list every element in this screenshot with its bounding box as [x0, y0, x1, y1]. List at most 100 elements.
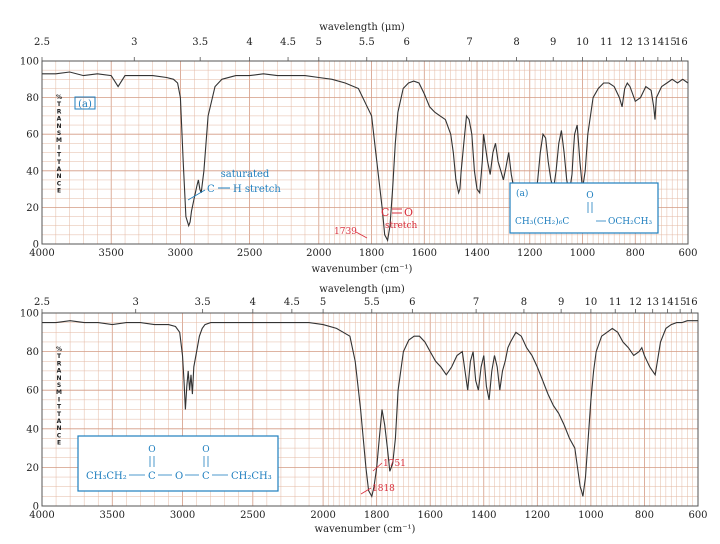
y-letter-1-b: T [57, 353, 62, 360]
top-tick-10-b: 10 [585, 297, 598, 308]
structure-a-right: OCH₂CH₃ [608, 217, 652, 227]
structure-a-left: CH₃(CH₂)₆C [515, 216, 569, 227]
top-tick-4-b: 4 [250, 297, 256, 308]
top-tick-2.5-b: 2.5 [34, 297, 50, 308]
x-tick-600-a: 600 [678, 248, 697, 259]
peak-label-1739: 1739 [334, 227, 357, 237]
peak-1739-pointer [355, 231, 368, 239]
y-letter-11-b: N [56, 425, 61, 432]
ch-stretch-c: C [207, 184, 215, 195]
top-tick-3.5-a: 3.5 [192, 37, 208, 48]
top-tick-5.5-a: 5.5 [359, 37, 375, 48]
y-letter-2-a: R [57, 108, 62, 115]
peak-label-1751: 1751 [383, 459, 406, 469]
x-tick-2500-b: 2500 [240, 510, 265, 521]
top-tick-13-a: 13 [637, 37, 650, 48]
y-letter-4-b: N [56, 375, 61, 382]
y-letter-5-b: S [57, 382, 61, 389]
x-tick-3500-a: 3500 [98, 248, 123, 259]
x-tick-4000-b: 4000 [29, 510, 54, 521]
y-tick-80-a: 80 [26, 93, 39, 104]
structure-b-c1: C [148, 471, 156, 482]
x-tick-1400-a: 1400 [464, 248, 489, 259]
top-tick-5.5-b: 5.5 [364, 297, 380, 308]
top-tick-16-a: 16 [675, 37, 688, 48]
y-letter-0-b: % [56, 346, 62, 353]
structure-b-oxygen-2: O [202, 445, 209, 455]
plot-frame-b [41, 312, 699, 507]
spectrum-trace-b [42, 320, 698, 498]
y-letter-5-a: S [57, 130, 61, 137]
peak-label-1818: 1818 [372, 484, 395, 494]
spectrum-panel-b: wavelength (μm) 2.5 3 3.5 4 4.5 5 5.5 6 7 8 9 10 11 1… [20, 284, 708, 535]
y-tick-0-a: 0 [33, 240, 39, 251]
structure-a-oxygen: O [586, 191, 593, 201]
ch-stretch-rest: H stretch [233, 184, 281, 195]
y-letter-4-a: N [56, 123, 61, 130]
structure-b-o-mid: O [175, 471, 183, 482]
x-tick-4000-a: 4000 [29, 248, 54, 259]
top-tick-14-b: 14 [661, 297, 674, 308]
y-tick-0-b: 0 [33, 502, 39, 513]
y-letter-8-a: T [57, 152, 62, 159]
x-tick-1000-a: 1000 [570, 248, 595, 259]
top-tick-8-a: 8 [513, 37, 519, 48]
panel-label-box-a [74, 96, 96, 110]
x-tick-3000-a: 3000 [168, 248, 193, 259]
x-tick-3000-b: 3000 [170, 510, 195, 521]
top-tick-9-a: 9 [550, 37, 556, 48]
y-letter-10-b: A [57, 418, 62, 425]
y-letter-0-a: % [56, 94, 62, 101]
structure-box-b [77, 435, 279, 492]
co-label-o: O [404, 206, 413, 219]
top-tick-9-b: 9 [558, 297, 564, 308]
y-letter-8-b: T [57, 404, 62, 411]
top-tick-6-a: 6 [404, 37, 410, 48]
x-tick-3500-b: 3500 [100, 510, 125, 521]
top-tick-3-b: 3 [133, 297, 139, 308]
structure-label-a: (a) [516, 188, 528, 199]
structure-b-left: CH₃CH₂ [86, 471, 127, 482]
x-tick-2500-a: 2500 [237, 248, 262, 259]
y-ticks-a: 0 20 40 60 80 100 [20, 57, 39, 251]
top-tick-15-a: 15 [664, 37, 677, 48]
top-axis-label-a: wavelength (μm) [319, 22, 405, 33]
ch-pointer [187, 189, 206, 201]
x-tick-2000-a: 2000 [306, 248, 331, 259]
top-tick-4.5-b: 4.5 [284, 297, 300, 308]
saturated-label: saturated [221, 169, 270, 180]
y-tick-60-a: 60 [26, 130, 39, 141]
y-letter-9-b: T [57, 411, 62, 418]
x-tick-1400-b: 1400 [471, 510, 496, 521]
spectrum-panel-a: wavelength (μm) 2.5 3 3.5 4 4.5 5 5.5 6 7 8 9 10 11 1… [20, 22, 698, 275]
x-tick-1200-a: 1200 [517, 248, 542, 259]
y-tick-40-b: 40 [26, 424, 39, 435]
y-letter-11-a: N [56, 173, 61, 180]
y-ticks-b: 0 20 40 60 80 100 [20, 309, 39, 513]
panel-label-a: (a) [78, 99, 92, 110]
y-letter-9-a: T [57, 159, 62, 166]
y-letter-7-a: I [58, 144, 60, 151]
y-tick-40-a: 40 [26, 166, 39, 177]
top-axis-label-b: wavelength (μm) [319, 284, 405, 295]
y-tick-100-a: 100 [20, 57, 39, 68]
top-tick-4-a: 4 [246, 37, 252, 48]
structure-box-a [509, 182, 659, 234]
y-letter-7-b: I [58, 396, 60, 403]
y-letter-1-a: T [57, 101, 62, 108]
x-tick-1600-a: 1600 [412, 248, 437, 259]
bottom-ticks-b: 4000 3500 3000 2500 2000 1800 1600 1400 1200 1000… [29, 510, 707, 521]
top-tick-8-b: 8 [521, 297, 527, 308]
top-tick-7-b: 7 [473, 297, 479, 308]
y-letter-3-a: A [57, 116, 62, 123]
top-tick-14-a: 14 [651, 37, 664, 48]
top-tick-2.5-a: 2.5 [34, 37, 50, 48]
structure-b-c2: C [202, 471, 210, 482]
x-tick-1000-b: 1000 [578, 510, 603, 521]
x-tick-1800-b: 1800 [364, 510, 389, 521]
